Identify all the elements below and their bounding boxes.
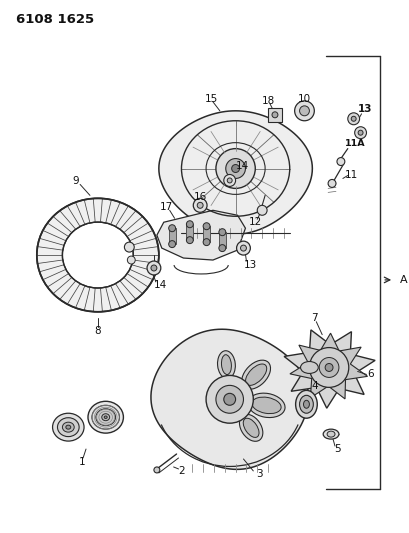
Text: 11A: 11A xyxy=(344,139,365,148)
Circle shape xyxy=(336,158,344,166)
Ellipse shape xyxy=(88,401,123,433)
Ellipse shape xyxy=(239,414,262,441)
Circle shape xyxy=(347,113,359,125)
Text: 5: 5 xyxy=(334,444,340,454)
Circle shape xyxy=(225,158,245,179)
Ellipse shape xyxy=(218,229,225,236)
Text: 6108 1625: 6108 1625 xyxy=(16,13,94,26)
Text: 10: 10 xyxy=(297,94,310,104)
Text: 8: 8 xyxy=(94,326,101,336)
Circle shape xyxy=(351,116,355,122)
Ellipse shape xyxy=(37,198,158,312)
Ellipse shape xyxy=(202,223,209,230)
Circle shape xyxy=(354,127,366,139)
Ellipse shape xyxy=(241,360,270,389)
Ellipse shape xyxy=(221,354,231,375)
Text: 15: 15 xyxy=(204,94,217,104)
Text: 18: 18 xyxy=(261,96,274,106)
Circle shape xyxy=(294,101,314,121)
Ellipse shape xyxy=(168,225,175,232)
Circle shape xyxy=(147,261,160,275)
Text: 14: 14 xyxy=(235,160,249,171)
Text: A: A xyxy=(399,275,407,285)
Circle shape xyxy=(153,467,160,473)
Text: 4: 4 xyxy=(310,382,317,391)
Ellipse shape xyxy=(247,393,284,417)
Circle shape xyxy=(216,385,243,413)
Ellipse shape xyxy=(218,245,225,252)
Circle shape xyxy=(193,198,207,212)
Text: 13: 13 xyxy=(243,260,256,270)
Ellipse shape xyxy=(96,409,115,426)
Ellipse shape xyxy=(217,351,235,378)
Ellipse shape xyxy=(62,422,74,432)
Ellipse shape xyxy=(251,397,281,414)
FancyBboxPatch shape xyxy=(267,108,281,122)
Text: 2: 2 xyxy=(178,466,184,476)
Ellipse shape xyxy=(101,414,109,421)
Ellipse shape xyxy=(243,418,258,438)
Text: 11: 11 xyxy=(344,171,357,181)
Circle shape xyxy=(299,106,309,116)
Text: 13: 13 xyxy=(357,104,372,114)
Circle shape xyxy=(309,348,348,387)
Text: 1: 1 xyxy=(79,457,85,467)
FancyBboxPatch shape xyxy=(168,228,175,244)
Ellipse shape xyxy=(57,418,79,437)
Text: 14: 14 xyxy=(154,280,167,290)
Ellipse shape xyxy=(299,395,312,413)
Circle shape xyxy=(231,165,239,173)
Circle shape xyxy=(271,112,277,118)
Text: 6: 6 xyxy=(366,369,373,379)
Ellipse shape xyxy=(186,237,193,244)
Ellipse shape xyxy=(295,390,317,418)
Ellipse shape xyxy=(62,222,133,288)
Ellipse shape xyxy=(92,405,119,429)
Circle shape xyxy=(151,265,157,271)
Polygon shape xyxy=(289,333,367,399)
FancyBboxPatch shape xyxy=(218,232,225,248)
Circle shape xyxy=(216,149,255,188)
Ellipse shape xyxy=(186,221,193,228)
Circle shape xyxy=(357,130,362,135)
Circle shape xyxy=(223,174,235,187)
Circle shape xyxy=(327,180,335,188)
Text: 7: 7 xyxy=(310,313,317,323)
Circle shape xyxy=(127,256,135,264)
Polygon shape xyxy=(157,211,245,260)
Ellipse shape xyxy=(245,364,266,385)
Circle shape xyxy=(324,364,332,372)
Ellipse shape xyxy=(52,413,84,441)
Circle shape xyxy=(319,358,338,377)
Circle shape xyxy=(256,205,266,215)
Text: 17: 17 xyxy=(160,203,173,212)
Circle shape xyxy=(206,375,253,423)
Polygon shape xyxy=(151,329,308,470)
Polygon shape xyxy=(283,330,374,408)
Circle shape xyxy=(223,393,235,405)
FancyBboxPatch shape xyxy=(186,224,193,240)
FancyBboxPatch shape xyxy=(202,226,209,242)
Text: 9: 9 xyxy=(73,176,79,187)
Ellipse shape xyxy=(300,361,317,374)
Ellipse shape xyxy=(168,240,175,248)
Circle shape xyxy=(236,241,250,255)
Polygon shape xyxy=(158,111,312,234)
Circle shape xyxy=(240,245,246,251)
Ellipse shape xyxy=(66,425,71,429)
Circle shape xyxy=(197,203,202,208)
Ellipse shape xyxy=(104,416,107,418)
Circle shape xyxy=(124,242,134,252)
Text: 16: 16 xyxy=(193,192,206,203)
Ellipse shape xyxy=(202,239,209,246)
Text: 12: 12 xyxy=(248,217,261,227)
Circle shape xyxy=(227,178,231,183)
Ellipse shape xyxy=(322,429,338,439)
Text: 3: 3 xyxy=(255,469,262,479)
Ellipse shape xyxy=(326,431,334,437)
Ellipse shape xyxy=(303,400,309,408)
